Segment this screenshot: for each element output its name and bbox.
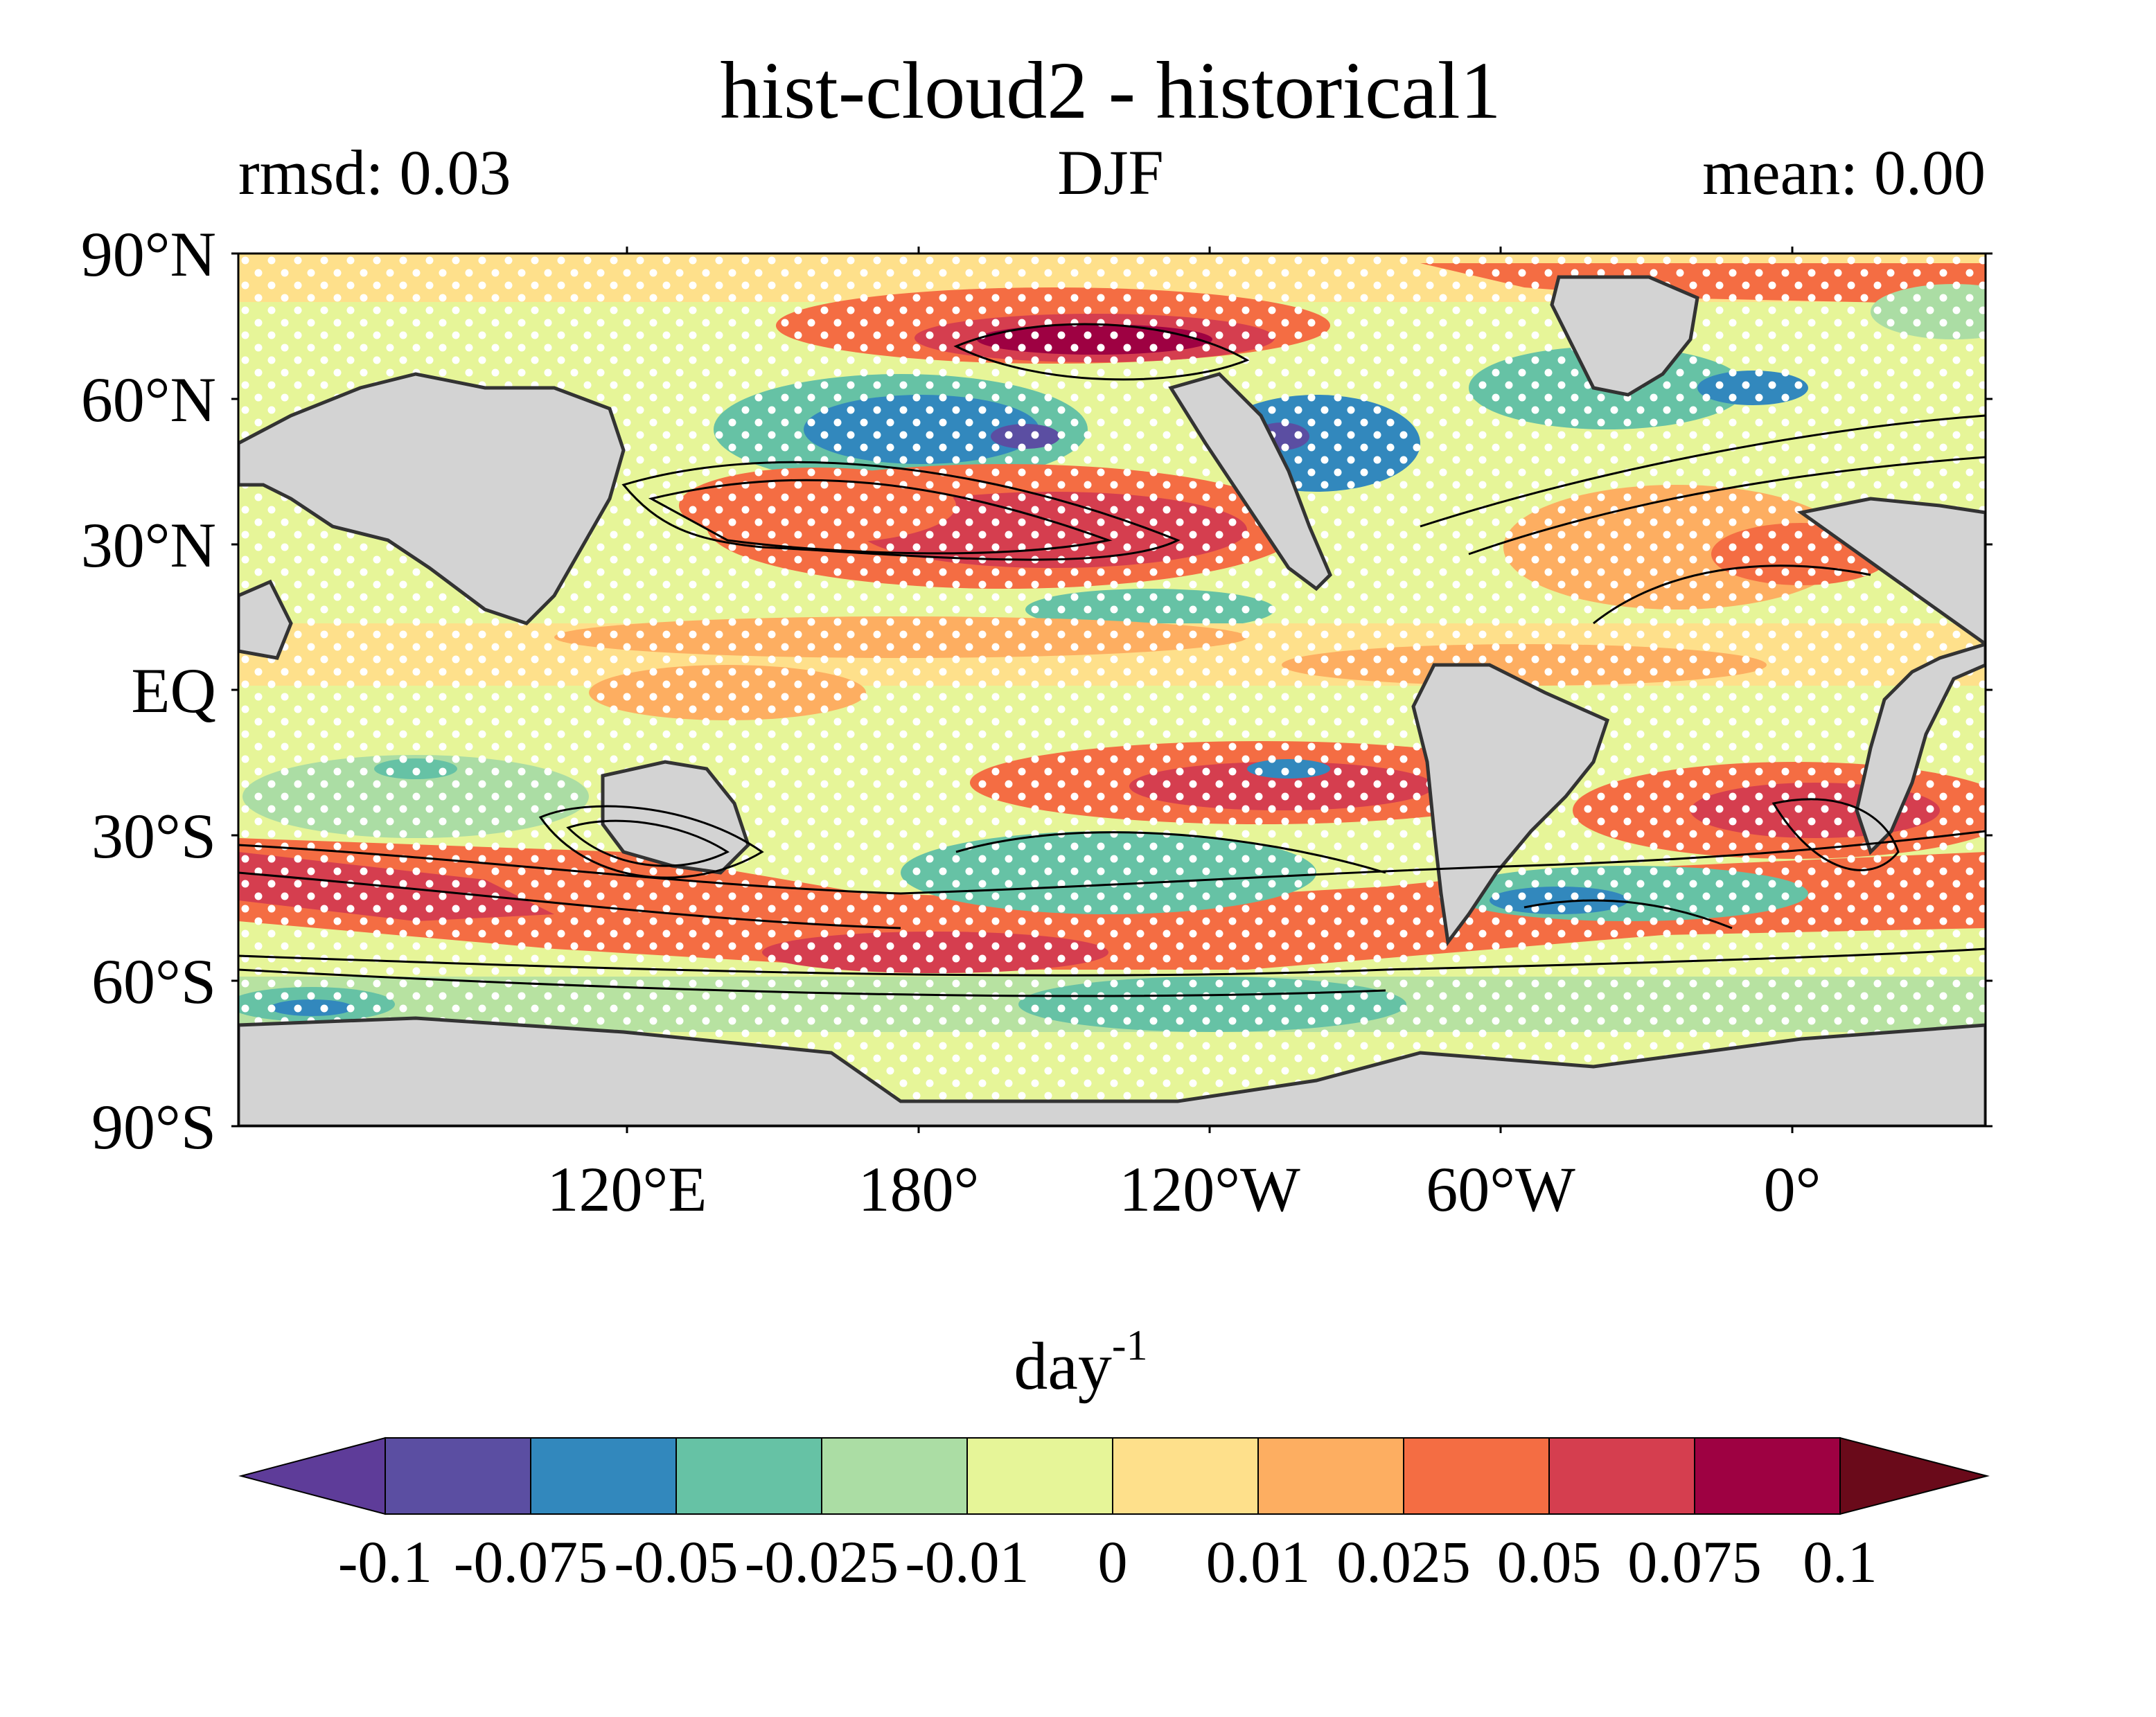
land-west-eurasia [238, 579, 293, 660]
lat-label: 60°N [81, 364, 216, 435]
colorbar-segment [1112, 1437, 1259, 1515]
colorbar-tick-label: -0.1 [338, 1529, 432, 1595]
tick-marks [231, 247, 1992, 1133]
land-north-america [1168, 372, 1332, 591]
colorbar-tick-label: 0.1 [1803, 1529, 1877, 1595]
colorbar-extend-low [238, 1436, 386, 1515]
lat-label: 90°N [81, 219, 216, 290]
climatology-contours [238, 323, 1986, 997]
lat-label: 30°S [91, 801, 216, 871]
land-eurasia [238, 372, 626, 625]
colorbar-segment [385, 1437, 531, 1515]
land-antarctica [238, 1016, 1986, 1126]
colorbar-tick-labels: -0.1 -0.075 -0.05 -0.025 -0.01 0 0.01 0.025 0.05… [338, 1529, 1877, 1595]
mean-label: mean: 0.00 [1702, 137, 1986, 208]
colorbar-segment [966, 1437, 1113, 1515]
colorbar-tick-label: 0 [1098, 1529, 1128, 1595]
land-masses [238, 275, 1986, 1126]
lon-label: 180° [858, 1154, 980, 1225]
lat-label: EQ [131, 655, 216, 726]
colorbar-tick-label: -0.05 [614, 1529, 738, 1595]
colorbar-tick-label: -0.01 [905, 1529, 1029, 1595]
season-label: DJF [1057, 137, 1163, 208]
colorbar-tick-label: 0.075 [1627, 1529, 1762, 1595]
lon-label: 0° [1764, 1154, 1821, 1225]
land-greenland [1550, 275, 1699, 397]
map-panel [238, 253, 1986, 1126]
land-australia [601, 760, 750, 875]
land-south-america [1411, 663, 1610, 947]
rmsd-label: rmsd: 0.03 [238, 137, 511, 208]
colorbar-segment [1694, 1437, 1841, 1515]
colorbar-segment [1257, 1437, 1404, 1515]
colorbar-segment [530, 1437, 677, 1515]
colorbar-segment [1403, 1437, 1550, 1515]
colorbar-unit-label: day-1 [1014, 1322, 1147, 1404]
colorbar-tick-label: -0.025 [745, 1529, 899, 1595]
colorbar [238, 1436, 1990, 1515]
colorbar-extend-high [1839, 1436, 1990, 1515]
lat-label: 30°N [81, 510, 216, 580]
colorbar-segment [1548, 1437, 1695, 1515]
lon-label: 60°W [1426, 1154, 1575, 1225]
colorbar-tick-label: -0.075 [454, 1529, 608, 1595]
colorbar-segment [675, 1437, 822, 1515]
colorbar-tick-label: 0.01 [1206, 1529, 1311, 1595]
map-title: hist-cloud2 - historical1 [720, 45, 1501, 136]
colorbar-segment [821, 1437, 968, 1515]
latitude-labels: 90°N 60°N 30°N EQ 30°S 60°S 90°S [81, 219, 216, 1162]
lon-label: 120°W [1119, 1154, 1300, 1225]
colorbar-tick-label: 0.025 [1336, 1529, 1471, 1595]
colorbar-tick-label: 0.05 [1497, 1529, 1602, 1595]
lat-label: 60°S [91, 946, 216, 1017]
land-europe-africa [1796, 497, 1986, 855]
lat-label: 90°S [91, 1092, 216, 1162]
longitude-labels: 120°E 180° 120°W 60°W 0° [547, 1154, 1821, 1225]
lon-label: 120°E [547, 1154, 707, 1225]
